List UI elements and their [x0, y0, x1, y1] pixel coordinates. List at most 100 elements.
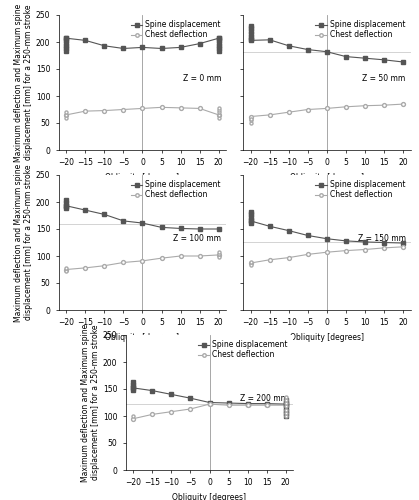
Text: Z = 50 mm: Z = 50 mm — [362, 74, 406, 84]
Spine displacement — [264, 400, 269, 406]
Spine displacement — [248, 218, 253, 224]
Spine displacement — [159, 46, 164, 52]
Chest deflection — [324, 249, 329, 255]
X-axis label: Obliquity [degrees]: Obliquity [degrees] — [106, 173, 179, 182]
Spine displacement — [216, 35, 221, 41]
Chest deflection — [267, 112, 272, 118]
Chest deflection — [121, 260, 126, 266]
Chest deflection — [381, 245, 386, 251]
Chest deflection — [283, 402, 288, 408]
Spine displacement — [178, 226, 183, 232]
Chest deflection — [188, 406, 193, 412]
Spine displacement — [197, 226, 202, 232]
Chest deflection — [159, 104, 164, 110]
Line: Spine displacement: Spine displacement — [132, 386, 287, 406]
Chest deflection — [381, 102, 386, 108]
Spine displacement — [305, 232, 310, 238]
Spine displacement — [102, 43, 107, 49]
Text: Z = 150 mm: Z = 150 mm — [357, 234, 406, 244]
Spine displacement — [121, 218, 126, 224]
Spine displacement — [64, 35, 69, 41]
X-axis label: Obliquity [degrees]: Obliquity [degrees] — [290, 173, 364, 182]
Chest deflection — [343, 104, 348, 110]
X-axis label: Obliquity [degrees]: Obliquity [degrees] — [173, 493, 246, 500]
Chest deflection — [150, 412, 155, 418]
Spine displacement — [362, 239, 367, 245]
Legend: Spine displacement, Chest deflection: Spine displacement, Chest deflection — [129, 19, 222, 41]
X-axis label: Obliquity [degrees]: Obliquity [degrees] — [290, 333, 364, 342]
Chest deflection — [140, 258, 145, 264]
Text: Z = 100 mm: Z = 100 mm — [173, 234, 221, 244]
Chest deflection — [169, 408, 174, 414]
Chest deflection — [248, 114, 253, 119]
Chest deflection — [159, 255, 164, 261]
Chest deflection — [197, 106, 202, 112]
Spine displacement — [343, 54, 348, 60]
Spine displacement — [207, 400, 212, 406]
Chest deflection — [64, 266, 69, 272]
Chest deflection — [248, 260, 253, 266]
Spine displacement — [102, 212, 107, 218]
Spine displacement — [178, 44, 183, 51]
Y-axis label: Maximum deflection and Maximum spine
displacement [mm] for a 250-mm stroke: Maximum deflection and Maximum spine dis… — [81, 324, 100, 482]
Legend: Spine displacement, Chest deflection: Spine displacement, Chest deflection — [314, 19, 407, 41]
Chest deflection — [64, 112, 69, 118]
Chest deflection — [140, 106, 145, 112]
Spine displacement — [159, 224, 164, 230]
Spine displacement — [362, 55, 367, 61]
Line: Chest deflection: Chest deflection — [132, 402, 287, 420]
Spine displacement — [131, 385, 136, 391]
Chest deflection — [362, 102, 367, 108]
Chest deflection — [226, 402, 231, 408]
Spine displacement — [150, 388, 155, 394]
Legend: Spine displacement, Chest deflection: Spine displacement, Chest deflection — [129, 179, 222, 201]
Chest deflection — [362, 246, 367, 252]
Spine displacement — [245, 400, 250, 406]
Spine displacement — [140, 44, 145, 51]
Chest deflection — [264, 402, 269, 408]
Chest deflection — [267, 257, 272, 263]
Spine displacement — [305, 46, 310, 52]
Chest deflection — [286, 254, 291, 260]
Line: Chest deflection: Chest deflection — [65, 106, 220, 117]
Spine displacement — [121, 46, 126, 52]
Spine displacement — [286, 228, 291, 234]
Text: Z = 0 mm: Z = 0 mm — [183, 74, 221, 84]
Chest deflection — [305, 106, 310, 112]
Spine displacement — [226, 400, 231, 406]
Spine displacement — [267, 37, 272, 43]
Text: Z = 200 mm: Z = 200 mm — [240, 394, 288, 404]
Spine displacement — [83, 207, 88, 213]
Spine displacement — [188, 395, 193, 401]
Chest deflection — [102, 262, 107, 268]
Spine displacement — [324, 236, 329, 242]
Spine displacement — [343, 238, 348, 244]
Spine displacement — [216, 226, 221, 232]
Spine displacement — [401, 240, 406, 246]
Spine displacement — [169, 392, 174, 398]
Y-axis label: Maximum deflection and Maximum spine
displacement [mm] for a 250-mm stroke: Maximum deflection and Maximum spine dis… — [14, 4, 33, 162]
Line: Chest deflection: Chest deflection — [65, 253, 220, 272]
Spine displacement — [324, 48, 329, 54]
Chest deflection — [83, 108, 88, 114]
Spine displacement — [283, 401, 288, 407]
Chest deflection — [324, 106, 329, 112]
Chest deflection — [305, 252, 310, 258]
Chest deflection — [178, 253, 183, 259]
Chest deflection — [245, 402, 250, 408]
Spine displacement — [140, 220, 145, 226]
Spine displacement — [248, 38, 253, 44]
Line: Spine displacement: Spine displacement — [65, 36, 220, 51]
Legend: Spine displacement, Chest deflection: Spine displacement, Chest deflection — [314, 179, 407, 201]
Chest deflection — [131, 416, 136, 422]
Spine displacement — [401, 59, 406, 65]
Line: Chest deflection: Chest deflection — [249, 245, 405, 265]
Chest deflection — [216, 112, 221, 118]
Chest deflection — [401, 244, 406, 250]
X-axis label: Obliquity [degrees]: Obliquity [degrees] — [106, 333, 179, 342]
Chest deflection — [343, 248, 348, 254]
Spine displacement — [267, 224, 272, 230]
Chest deflection — [197, 253, 202, 259]
Spine displacement — [381, 57, 386, 63]
Line: Chest deflection: Chest deflection — [249, 102, 405, 118]
